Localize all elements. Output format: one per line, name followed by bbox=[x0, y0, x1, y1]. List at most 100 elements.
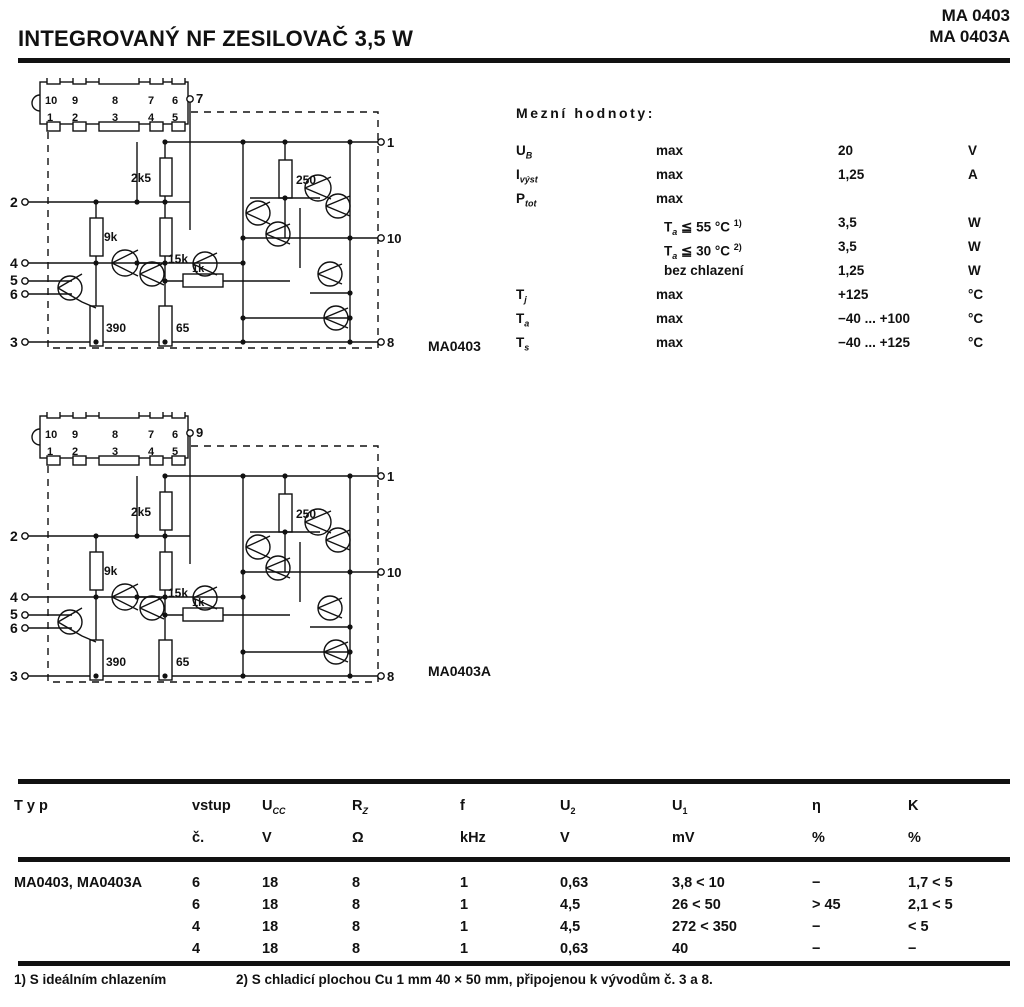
table-cell-ucc: 18 bbox=[262, 897, 279, 913]
table-bottom-divider bbox=[18, 961, 1010, 966]
table-cell-u1: 272 < 350 bbox=[672, 919, 737, 935]
svg-text:8: 8 bbox=[112, 429, 118, 441]
table-header-row: T y p vstup UCC RZ f U2 U1 η K bbox=[0, 790, 1024, 822]
limiting-value-symbol: Ta bbox=[516, 311, 530, 329]
table-cell-f: 1 bbox=[460, 919, 469, 935]
limiting-value-row: Ta max −40 ... +100 °C bbox=[516, 307, 996, 331]
svg-text:5: 5 bbox=[10, 606, 18, 622]
right-pin-1: 1 bbox=[387, 135, 394, 150]
limiting-value-condition: max bbox=[656, 287, 684, 302]
svg-text:65: 65 bbox=[176, 655, 190, 669]
supply-pin-label-1: 7 bbox=[196, 91, 203, 106]
left-pin-2: 2 bbox=[10, 194, 18, 210]
limiting-value-condition: max bbox=[656, 191, 684, 206]
svg-text:250: 250 bbox=[296, 507, 316, 521]
table-cell-rz: 8 bbox=[352, 875, 361, 891]
svg-text:1: 1 bbox=[387, 469, 394, 484]
page-header: INTEGROVANÝ NF ZESILOVAČ 3,5 W MA 0403 M… bbox=[0, 0, 1024, 62]
limiting-value-condition: max bbox=[656, 311, 684, 326]
pin-label-7: 7 bbox=[148, 95, 154, 107]
svg-text:9k: 9k bbox=[104, 564, 118, 578]
limiting-value-row: Ptot max bbox=[516, 187, 996, 211]
table-cell-k: − bbox=[908, 941, 917, 957]
footnote-1: 1) S ideálním chlazením bbox=[14, 972, 167, 987]
limiting-value-unit: W bbox=[968, 239, 981, 254]
table-cell-typ: T y p bbox=[14, 798, 48, 814]
table-cell-k: 1,7 < 5 bbox=[908, 875, 953, 891]
part-number-block: MA 0403 MA 0403A bbox=[929, 5, 1010, 47]
limiting-value-number: 1,25 bbox=[838, 263, 865, 278]
table-cell-ucc: UCC bbox=[262, 798, 286, 816]
svg-text:6: 6 bbox=[172, 429, 178, 441]
left-pin-6: 6 bbox=[10, 286, 18, 302]
limiting-value-row: UB max 20 V bbox=[516, 139, 996, 163]
limiting-value-row: bez chlazení 1,25 W bbox=[516, 259, 996, 283]
svg-text:6: 6 bbox=[10, 620, 18, 636]
limiting-value-row: Ta ≦ 30 °C 2) 3,5 W bbox=[516, 235, 996, 261]
dip-package-2 bbox=[31, 412, 189, 466]
right-pin-8: 8 bbox=[387, 335, 394, 350]
limiting-value-number: 3,5 bbox=[838, 215, 857, 230]
table-cell-vstup: 4 bbox=[192, 941, 201, 957]
left-pin-3: 3 bbox=[10, 334, 18, 350]
limiting-value-unit: W bbox=[968, 263, 981, 278]
table-cell-rz: 8 bbox=[352, 919, 361, 935]
resistor-390: 390 bbox=[106, 321, 126, 335]
left-pin-5: 5 bbox=[10, 272, 18, 288]
schematic-svg-2: 10 9 8 7 6 1 2 3 4 5 9 2 4 5 6 3 1 10 8 … bbox=[10, 412, 401, 684]
svg-text:7: 7 bbox=[148, 429, 154, 441]
limiting-value-unit: °C bbox=[968, 287, 984, 302]
limiting-value-symbol: Ts bbox=[516, 335, 530, 353]
limiting-value-condition: max bbox=[656, 167, 684, 182]
svg-text:1k: 1k bbox=[192, 597, 205, 609]
table-cell-eta: − bbox=[812, 875, 821, 891]
svg-text:2: 2 bbox=[72, 446, 78, 458]
table-cell-eta: > 45 bbox=[812, 897, 841, 913]
table-cell-eta: η bbox=[812, 798, 821, 814]
limiting-value-unit: °C bbox=[968, 311, 984, 326]
table-row: 6 18 8 1 4,5 26 < 50 > 45 2,1 < 5 bbox=[0, 894, 1024, 916]
page-title: INTEGROVANÝ NF ZESILOVAČ 3,5 W bbox=[18, 26, 414, 51]
resistor-1k: 1k bbox=[192, 263, 205, 275]
svg-text:3: 3 bbox=[10, 668, 18, 684]
transistor-symbols-2 bbox=[57, 508, 351, 665]
limiting-value-unit: W bbox=[968, 215, 981, 230]
limiting-value-number: −40 ... +100 bbox=[838, 311, 911, 326]
limiting-value-row: Ta ≦ 55 °C 1) 3,5 W bbox=[516, 211, 996, 237]
table-cell-u2: 0,63 bbox=[560, 941, 589, 957]
pin-label-2: 2 bbox=[72, 112, 78, 124]
right-pin-10: 10 bbox=[387, 231, 401, 246]
resistor-250: 250 bbox=[296, 173, 316, 187]
table-cell-vstup: vstup bbox=[192, 798, 231, 814]
table-cell-u2: U2 bbox=[560, 798, 576, 816]
limiting-value-unit: V bbox=[968, 143, 978, 158]
table-cell-ucc: 18 bbox=[262, 941, 279, 957]
header-divider bbox=[18, 58, 1010, 63]
table-cell-k: K bbox=[908, 798, 919, 814]
table-cell-eta: % bbox=[812, 830, 825, 846]
svg-text:1: 1 bbox=[47, 446, 53, 458]
table-cell-rz: RZ bbox=[352, 798, 368, 816]
limiting-value-number: 1,25 bbox=[838, 167, 865, 182]
pin-label-1: 1 bbox=[47, 112, 53, 124]
table-cell-f: 1 bbox=[460, 941, 469, 957]
table-cell-f: kHz bbox=[460, 830, 486, 846]
pin-label-6: 6 bbox=[172, 95, 178, 107]
table-cell-u1: 40 bbox=[672, 941, 689, 957]
pin-label-9: 9 bbox=[72, 95, 78, 107]
table-body: MA0403, MA0403A 6 18 8 1 0,63 3,8 < 10−1,7 < 5… bbox=[0, 872, 1024, 960]
table-cell-rz: 8 bbox=[352, 941, 361, 957]
svg-text:4: 4 bbox=[10, 589, 18, 605]
table-cell-u1: mV bbox=[672, 830, 695, 846]
table-row: 4 18 8 1 0,63 40 − − bbox=[0, 938, 1024, 960]
table-cell-f: 1 bbox=[460, 897, 469, 913]
limiting-value-number: 3,5 bbox=[838, 239, 857, 254]
limiting-value-symbol: UB bbox=[516, 143, 533, 161]
svg-text:15k: 15k bbox=[168, 586, 188, 600]
table-cell-u1: 3,8 < 10 bbox=[672, 875, 725, 891]
limiting-value-row: Ts max −40 ... +125 °C bbox=[516, 331, 996, 355]
table-cell-ucc: 18 bbox=[262, 875, 279, 891]
limiting-value-condition: Ta ≦ 55 °C 1) bbox=[664, 218, 742, 238]
